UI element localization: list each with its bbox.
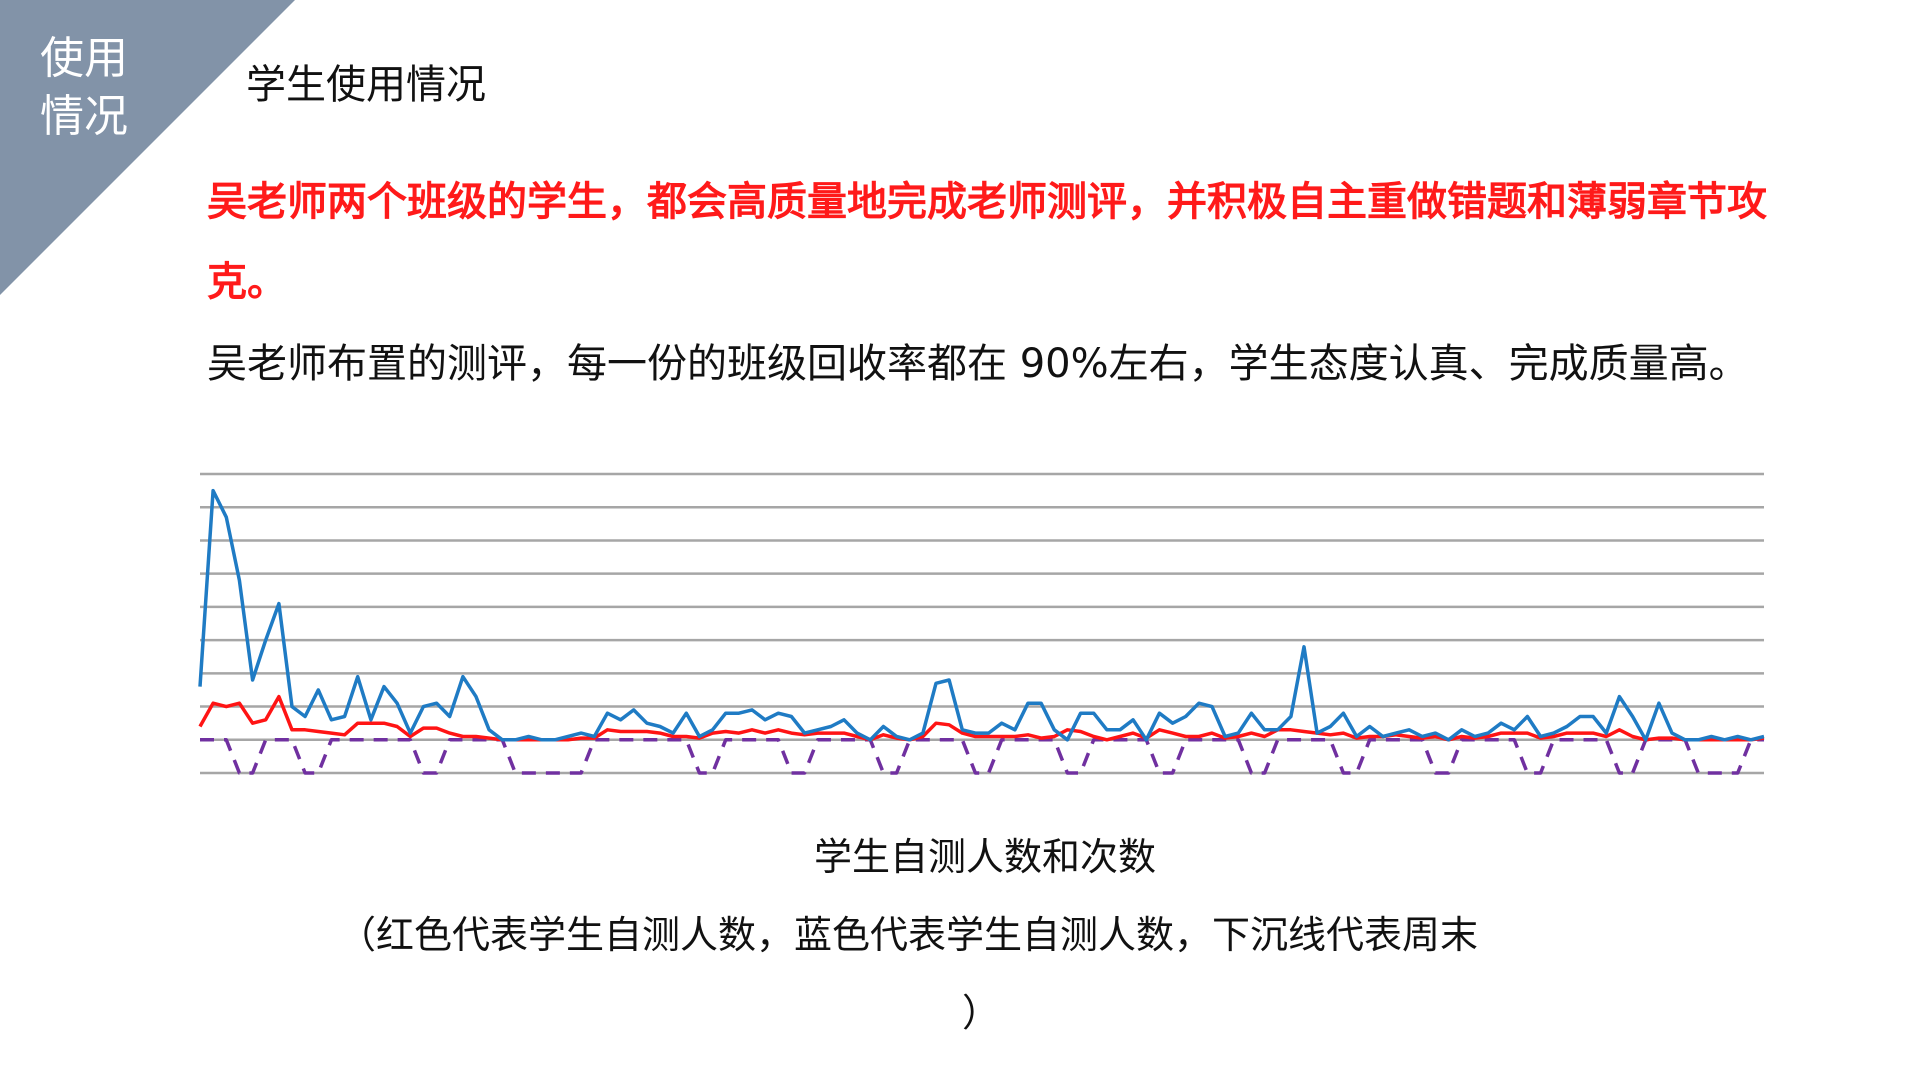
corner-label-line2: 情况 (40, 91, 128, 142)
corner-label-line1: 使用 (40, 33, 128, 84)
highlight-paragraph: 吴老师两个班级的学生，都会高质量地完成老师测评，并积极自主重做错题和薄弱章节攻克… (207, 179, 1767, 305)
body-paragraph: 吴老师布置的测评，每一份的班级回收率都在 90%左右，学生态度认真、完成质量高。 (207, 341, 1749, 387)
chart-legend-note: （红色代表学生自测人数，蓝色代表学生自测人数，下沉线代表周末 (338, 913, 1479, 957)
chart-caption: 学生自测人数和次数 (813, 835, 1156, 879)
corner-triangle (0, 0, 295, 295)
slide-title: 学生使用情况 (246, 62, 486, 108)
corner-label: 使用 情况 (40, 30, 128, 146)
red-series-line (198, 694, 1765, 742)
weekend-line (200, 738, 1764, 775)
blue-series-line (198, 488, 1765, 742)
chart-grid (200, 472, 1764, 775)
corner-banner (0, 0, 295, 295)
chart-legend-note-end: ） (962, 991, 1001, 1035)
chart-series (198, 488, 1765, 775)
